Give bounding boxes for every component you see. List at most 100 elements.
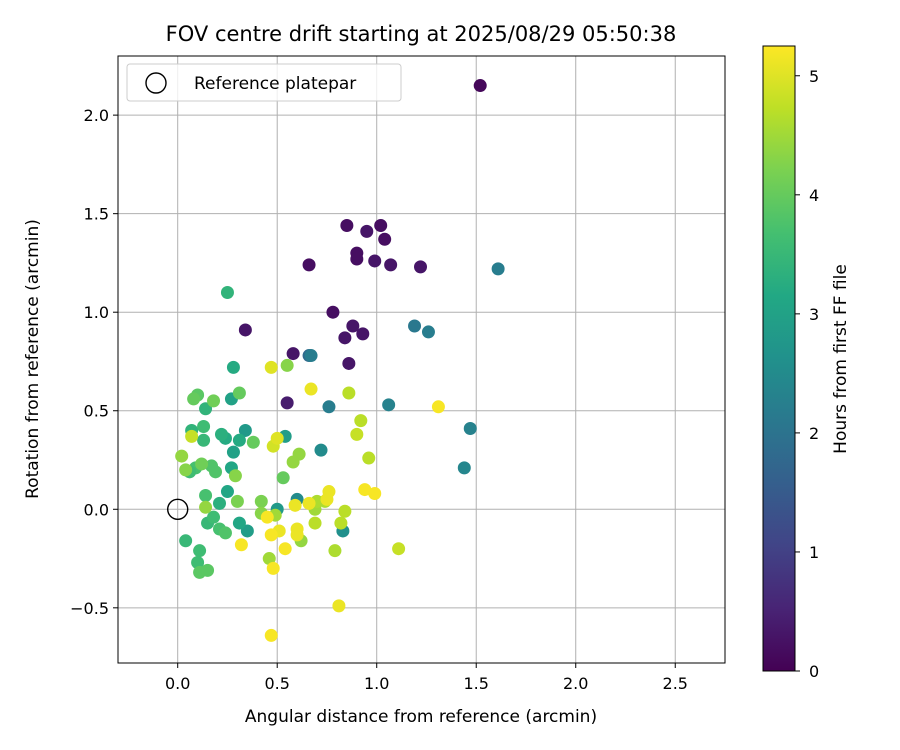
y-tick-label: 0.5 xyxy=(84,402,109,421)
scatter-point xyxy=(254,494,268,508)
legend-entry-label: Reference platepar xyxy=(194,74,356,94)
scatter-point xyxy=(238,323,252,337)
scatter-point xyxy=(195,457,209,471)
scatter-point xyxy=(378,232,392,246)
scatter-point xyxy=(175,449,189,463)
scatter-point xyxy=(368,487,382,501)
scatter-point xyxy=(382,398,396,412)
scatter-point xyxy=(185,429,199,443)
scatter-point xyxy=(207,510,221,524)
scatter-point xyxy=(360,224,374,238)
scatter-point xyxy=(270,431,284,445)
scatter-point xyxy=(264,360,278,374)
scatter-point xyxy=(342,386,356,400)
y-tick-label: −0.5 xyxy=(70,599,109,618)
x-tick-label: 0.0 xyxy=(165,674,190,693)
scatter-point xyxy=(326,305,340,319)
y-tick-label: 1.0 xyxy=(84,303,109,322)
y-tick-label: 0.0 xyxy=(84,500,109,519)
scatter-point xyxy=(179,534,193,548)
scatter-point xyxy=(491,262,505,276)
scatter-point xyxy=(209,465,223,479)
colorbar-tick-label: 1 xyxy=(809,543,819,562)
scatter-point xyxy=(179,463,193,477)
scatter-point xyxy=(302,496,316,510)
scatter-point xyxy=(414,260,428,274)
scatter-point xyxy=(457,461,471,475)
scatter-point xyxy=(262,552,276,566)
colorbar-gradient xyxy=(762,45,796,672)
y-tick-label: 1.5 xyxy=(84,205,109,224)
legend-marker-icon xyxy=(145,72,167,94)
scatter-point xyxy=(230,494,244,508)
scatter-point xyxy=(201,563,215,577)
x-tick-label: 1.5 xyxy=(464,674,489,693)
x-tick-label: 0.5 xyxy=(264,674,289,693)
scatter-point xyxy=(220,285,234,299)
scatter-point xyxy=(356,327,370,341)
scatter-point xyxy=(308,516,322,530)
colorbar-tick-label: 0 xyxy=(809,662,819,681)
scatter-point xyxy=(214,427,228,441)
colorbar-label: Hours from first FF file xyxy=(831,264,851,454)
scatter-point xyxy=(302,258,316,272)
scatter-point xyxy=(342,356,356,370)
scatter-point xyxy=(332,599,346,613)
scatter-point xyxy=(226,445,240,459)
scatter-point xyxy=(368,254,382,268)
scatter-point xyxy=(228,469,242,483)
scatter-point xyxy=(246,435,260,449)
scatter-point xyxy=(392,542,406,556)
chart-title: FOV centre drift starting at 2025/08/29 … xyxy=(166,22,677,46)
x-axis-ticks: 0.0 0.5 1.0 1.5 2.0 2.5 xyxy=(165,663,688,693)
x-tick-label: 1.0 xyxy=(364,674,389,693)
scatter-point xyxy=(197,420,211,434)
y-axis-label: Rotation from reference (arcmin) xyxy=(23,219,43,499)
scatter-point xyxy=(264,628,278,642)
grid xyxy=(118,56,725,663)
y-tick-label: 2.0 xyxy=(84,106,109,125)
scatter-point xyxy=(288,498,302,512)
scatter-point xyxy=(286,347,300,361)
scatter-point xyxy=(374,218,388,232)
scatter-point xyxy=(408,319,422,333)
scatter-point xyxy=(304,382,318,396)
scatter-point xyxy=(234,538,248,552)
x-tick-label: 2.5 xyxy=(663,674,688,693)
x-axis-label: Angular distance from reference (arcmin) xyxy=(245,707,597,727)
scatter-point xyxy=(358,483,372,497)
scatter-point xyxy=(286,455,300,469)
scatter-point xyxy=(334,516,348,530)
scatter-points xyxy=(175,79,505,642)
scatter-point xyxy=(280,396,294,410)
scatter-point xyxy=(280,358,294,372)
scatter-point xyxy=(220,485,234,499)
scatter-point xyxy=(199,488,213,502)
scatter-point xyxy=(212,496,226,510)
reference-platepar-marker xyxy=(167,498,189,520)
scatter-point xyxy=(197,433,211,447)
legend: Reference platepar xyxy=(126,63,402,102)
scatter-point xyxy=(218,526,232,540)
scatter-point xyxy=(354,414,368,428)
scatter-point xyxy=(266,561,280,575)
scatter-point xyxy=(199,500,213,514)
scatter-point xyxy=(260,510,274,524)
scatter-point xyxy=(463,421,477,435)
scatter-point xyxy=(322,485,336,499)
scatter-point xyxy=(238,423,252,437)
scatter-point xyxy=(338,504,352,518)
scatter-point xyxy=(199,402,213,416)
scatter-point xyxy=(232,516,246,530)
scatter-point xyxy=(187,392,201,406)
scatter-point xyxy=(191,555,205,569)
y-axis-ticks: −0.5 0.0 0.5 1.0 1.5 2.0 xyxy=(70,106,118,618)
scatter-point xyxy=(304,349,318,363)
scatter-point xyxy=(193,544,207,558)
scatter-point xyxy=(338,331,352,345)
scatter-point xyxy=(264,528,278,542)
x-tick-label: 2.0 xyxy=(563,674,588,693)
legend-box xyxy=(126,63,402,102)
scatter-point xyxy=(350,427,364,441)
